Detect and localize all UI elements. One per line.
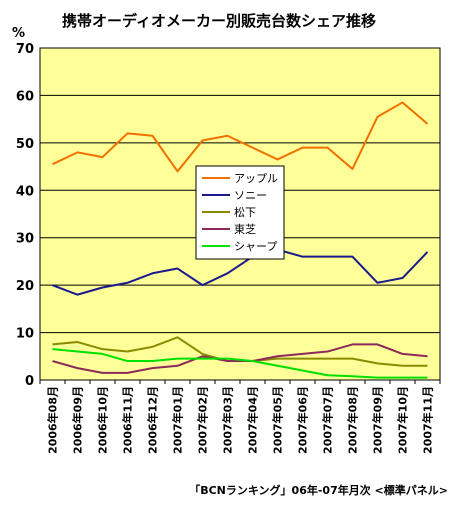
legend-label-4: 東芝: [234, 223, 256, 236]
x-tick-label: 2007年03月: [221, 386, 235, 454]
x-tick-label: 2006年08月: [46, 386, 60, 454]
x-tick-label: 2007年09月: [371, 386, 385, 454]
x-tick-label: 2007年04月: [246, 386, 260, 454]
x-tick-label: 2007年08月: [346, 386, 360, 454]
x-tick-label: 2007年07月: [321, 386, 335, 454]
y-tick-label: 50: [16, 137, 34, 152]
series-line-1: [52, 101, 429, 173]
y-tick-label: 10: [16, 327, 34, 342]
x-tick-label: 2007年01月: [171, 386, 185, 454]
x-tick-label: 2006年09月: [71, 386, 85, 454]
x-tick-label: 2007年06月: [296, 386, 310, 454]
x-tick-label: 2007年11月: [421, 386, 435, 454]
y-tick-label: 0: [25, 374, 34, 389]
series-line-4: [52, 343, 428, 374]
x-tick-label: 2006年12月: [146, 386, 160, 454]
chart-title: 携帯オーディオメーカー別販売台数シェア推移: [62, 12, 376, 30]
series-line-5: [52, 348, 428, 379]
x-tick-label: 2007年02月: [196, 386, 210, 454]
x-tick-label: 2006年11月: [121, 386, 135, 454]
y-tick-label: 60: [16, 89, 34, 104]
series-line-2: [52, 248, 429, 296]
y-tick-label: 30: [16, 232, 34, 247]
y-unit-label: %: [12, 26, 25, 41]
y-tick-label: 40: [16, 184, 34, 199]
y-tick-label: 20: [16, 279, 34, 294]
legend-label-3: 松下: [234, 205, 256, 219]
x-tick-label: 2006年10月: [96, 386, 110, 454]
legend-label-5: シャープ: [234, 240, 277, 253]
x-tick-label: 2007年05月: [271, 386, 285, 454]
y-tick-label: 70: [16, 42, 34, 57]
legend-label-2: ソニー: [234, 189, 267, 202]
x-tick-label: 2007年10月: [396, 386, 410, 454]
source-note: 「BCNランキング」06年-07年月次 <標準パネル>: [189, 483, 448, 497]
legend-label-1: アップル: [234, 172, 278, 185]
